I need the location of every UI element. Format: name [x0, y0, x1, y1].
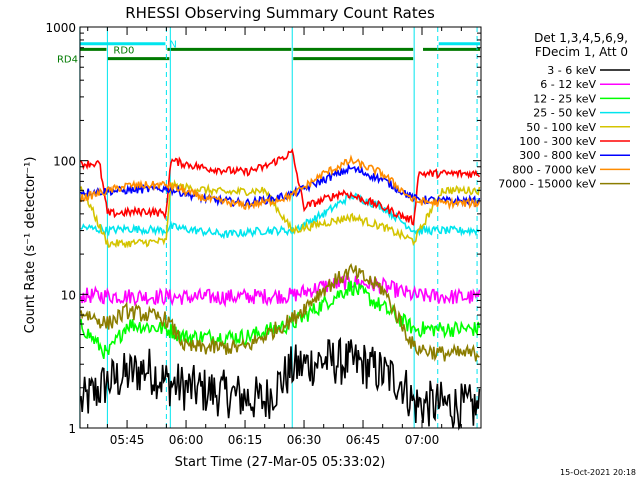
y-tick-label-0: 1: [68, 422, 76, 436]
legend-header-detectors: Det 1,3,4,5,6,9,: [534, 31, 628, 45]
x-tick-label-0: 05:45: [110, 433, 145, 447]
flag-label-n: N: [169, 40, 176, 51]
series-line-5: [80, 147, 481, 226]
y-tick-label-3: 1000: [45, 21, 76, 35]
y-axis-label: Count Rate (s⁻¹ detector⁻¹): [23, 157, 38, 334]
y-tick-label-2: 100: [53, 155, 76, 169]
series-line-8: [80, 263, 480, 362]
x-tick-label-2: 06:15: [228, 433, 263, 447]
series-lines: [80, 147, 481, 431]
series-line-2: [80, 280, 481, 360]
series-line-1: [80, 272, 481, 308]
legend-label-6: 300 - 800 keV: [519, 149, 596, 162]
flag-label-rd0: RD0: [113, 45, 134, 56]
legend-label-2: 12 - 25 keV: [533, 92, 596, 105]
x-axis: 05:45 06:00 06:15 06:30 06:45 07:00: [87, 27, 482, 447]
series-line-4: [80, 179, 481, 249]
x-tick-label-5: 07:00: [405, 433, 440, 447]
legend-label-4: 50 - 100 keV: [526, 121, 596, 134]
legend-label-7: 800 - 7000 keV: [512, 163, 596, 176]
series-line-0: [80, 336, 481, 431]
y-axis: 1 10 100 1000: [45, 21, 481, 436]
plot-frame: [79, 26, 482, 429]
legend-label-0: 3 - 6 keV: [547, 64, 596, 77]
flag-label-rd4: RD4: [57, 55, 78, 66]
observing-flags: N RD0 RD4: [57, 40, 480, 66]
legend-label-3: 25 - 50 keV: [533, 107, 596, 120]
x-axis-label: Start Time (27-Mar-05 05:33:02): [175, 455, 386, 470]
legend-label-8: 7000 - 15000 keV: [498, 178, 596, 191]
series-line-3: [80, 192, 481, 240]
y-tick-label-1: 10: [61, 288, 76, 302]
x-tick-label-1: 06:00: [169, 433, 204, 447]
x-tick-label-4: 06:45: [346, 433, 381, 447]
chart-title: RHESSI Observing Summary Count Rates: [125, 4, 435, 22]
legend-label-1: 6 - 12 keV: [540, 78, 596, 91]
series-line-7: [80, 154, 481, 211]
legend-label-5: 100 - 300 keV: [519, 135, 596, 148]
x-tick-label-3: 06:30: [287, 433, 322, 447]
legend-header-decimation: FDecim 1, Att 0: [535, 45, 628, 59]
footer-date: 15-Oct-2021 20:18: [560, 468, 636, 477]
